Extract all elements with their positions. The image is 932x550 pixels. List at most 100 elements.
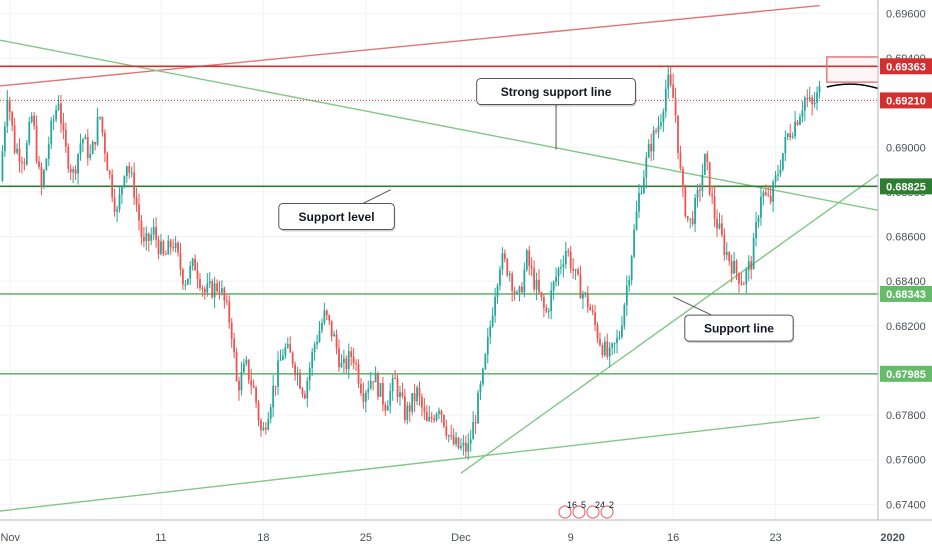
candle-body	[357, 364, 360, 384]
candle-body	[30, 115, 33, 122]
candle-body	[542, 297, 545, 308]
candle-body	[269, 407, 272, 419]
candle-body	[364, 392, 367, 402]
candle-body	[674, 98, 677, 116]
candle-body	[664, 88, 667, 112]
candle-body	[538, 279, 540, 292]
candle-body	[496, 285, 499, 297]
candle-body	[25, 143, 28, 165]
candle-body	[199, 279, 201, 289]
candle-body	[108, 170, 111, 175]
candle-body	[713, 196, 716, 219]
candle-body	[418, 387, 421, 397]
candle-body	[477, 392, 479, 424]
candle-body	[577, 269, 579, 275]
candle-body	[706, 153, 709, 163]
candle-body	[757, 217, 760, 222]
candle-body	[567, 251, 570, 253]
candle-body	[689, 218, 692, 220]
candle-body	[560, 267, 562, 269]
candle-body	[182, 269, 184, 285]
price-axis[interactable]: 0.674000.676000.678000.680000.682000.684…	[877, 0, 932, 520]
candle-body	[169, 240, 172, 248]
candle-body	[286, 344, 289, 348]
candle-body	[764, 192, 767, 195]
candle-body	[425, 411, 428, 421]
candle-body	[669, 74, 672, 85]
price-tag	[880, 58, 932, 75]
candle-body	[799, 116, 801, 125]
candle-body	[630, 256, 633, 280]
candle-body	[252, 385, 255, 388]
candle-body	[101, 117, 104, 133]
candle-body	[64, 129, 67, 147]
price-tag-label: 0.68343	[886, 289, 926, 301]
candle-body	[606, 341, 609, 357]
candle-body	[781, 153, 784, 170]
time-axis-background	[0, 520, 932, 550]
event-badge-count: 24	[595, 500, 605, 510]
candle-body	[474, 422, 477, 424]
candle-body	[23, 162, 26, 165]
candle-body	[321, 323, 323, 331]
candle-body	[440, 410, 443, 416]
candle-body	[601, 345, 604, 356]
horizontal-levels	[0, 65, 878, 375]
candle-body	[255, 387, 257, 403]
candle-body	[16, 148, 18, 153]
candle-body	[457, 437, 460, 449]
candle-body	[99, 117, 101, 119]
candle-body	[72, 169, 75, 173]
candle-body	[164, 254, 167, 256]
candle-body	[147, 233, 150, 241]
candle-body	[38, 161, 40, 167]
price-tick-label: 0.69600	[886, 8, 926, 20]
candle-body	[789, 133, 792, 138]
candle-body	[52, 119, 55, 121]
candle-body	[203, 288, 206, 293]
candle-body	[618, 336, 621, 338]
candle-body	[594, 312, 596, 325]
candle-body	[13, 125, 16, 153]
candle-body	[306, 380, 309, 399]
candle-body	[279, 359, 282, 361]
candle-body	[462, 442, 465, 446]
candle-body	[623, 304, 626, 326]
candle-body	[603, 341, 606, 356]
candle-body	[225, 300, 228, 302]
candle-body	[189, 266, 192, 279]
candle-body	[74, 169, 77, 174]
time-axis[interactable]: Nov111825Dec9162320201320	[0, 519, 932, 550]
candle-body	[174, 242, 177, 249]
candle-body	[221, 288, 223, 293]
candle-body	[581, 293, 584, 299]
candle-body	[638, 193, 640, 212]
candle-body	[91, 141, 94, 154]
event-badge-icon	[572, 505, 586, 519]
candle-body	[140, 220, 143, 238]
candle-body	[816, 92, 818, 103]
candle-body	[625, 285, 628, 305]
candle-body	[216, 283, 218, 292]
candle-body	[191, 258, 194, 267]
candle-body	[186, 278, 189, 285]
candle-body	[394, 377, 396, 379]
candle-body	[752, 238, 755, 270]
candle-body	[801, 110, 804, 117]
candle-body	[218, 291, 221, 293]
candle-body	[18, 148, 21, 162]
candle-body	[135, 197, 138, 205]
candle-body	[347, 351, 350, 370]
candle-body	[413, 393, 416, 402]
candle-body	[523, 269, 526, 293]
candle-body	[133, 172, 136, 198]
event-badge-icon	[558, 505, 572, 519]
candle-body	[121, 186, 123, 195]
candle-body	[435, 413, 438, 421]
candle-body	[3, 126, 6, 152]
candle-body	[506, 259, 509, 276]
callout-text: Support line	[704, 322, 774, 336]
candle-body	[228, 301, 231, 323]
event-badges[interactable]: 16 5 24 2	[558, 500, 614, 519]
